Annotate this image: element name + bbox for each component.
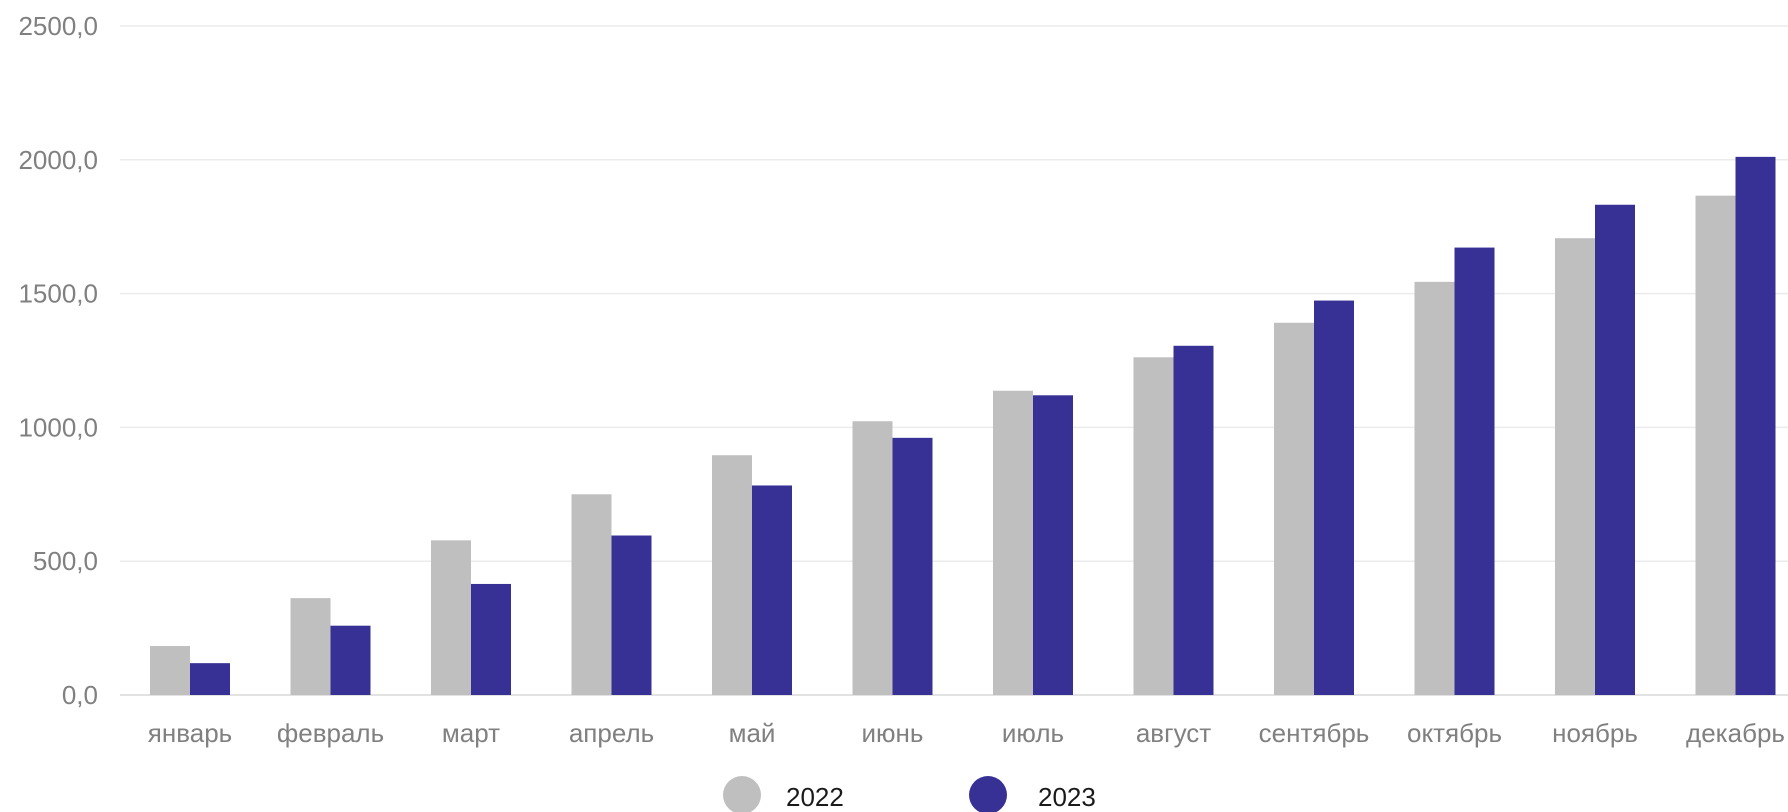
bar-2023-4	[752, 485, 792, 695]
legend-marker-2022	[723, 776, 761, 812]
y-tick-label: 2000,0	[18, 145, 98, 175]
x-tick-label: январь	[148, 718, 232, 748]
legend-marker-2023	[969, 776, 1007, 812]
x-tick-label: апрель	[569, 718, 654, 748]
bar-2023-8	[1314, 300, 1354, 695]
bar-2023-3	[611, 535, 652, 695]
bar-2023-5	[892, 437, 933, 695]
bar-2023-10	[1595, 204, 1635, 695]
legend-label-2022: 2022	[786, 782, 844, 812]
y-tick-label: 0,0	[62, 680, 98, 710]
bar-2022-7	[1133, 357, 1174, 695]
x-tick-label: октябрь	[1407, 718, 1502, 748]
bar-2023-9	[1454, 247, 1495, 695]
x-tick-label: сентябрь	[1259, 718, 1370, 748]
y-axis-ticks: 0,0 500,0 1000,0 1500,0 2000,0 2500,0	[18, 11, 98, 710]
legend: 2022 2023	[723, 776, 1096, 812]
bar-2022-5	[852, 421, 893, 695]
gridlines	[120, 25, 1788, 696]
x-tick-label: август	[1136, 718, 1211, 748]
y-tick-label: 1000,0	[18, 412, 98, 442]
bar-2023-1	[330, 625, 371, 695]
bar-2022-2	[431, 540, 471, 695]
bar-2023-6	[1033, 395, 1073, 695]
bar-2022-10	[1555, 238, 1595, 696]
bar-2022-1	[290, 598, 331, 695]
x-tick-label: февраль	[277, 718, 384, 748]
bar-2023-11	[1735, 156, 1776, 696]
bar-2022-11	[1695, 195, 1736, 696]
y-tick-label: 1500,0	[18, 279, 98, 309]
x-tick-label: июль	[1002, 718, 1064, 748]
bar-2022-0	[150, 646, 190, 695]
bar-2022-9	[1414, 281, 1455, 695]
x-tick-label: декабрь	[1686, 718, 1785, 748]
bar-2023-7	[1173, 345, 1214, 695]
x-tick-label: ноябрь	[1552, 718, 1638, 748]
bar-2023-0	[190, 663, 230, 695]
bar-2023-2	[471, 583, 511, 695]
bars	[150, 156, 1776, 696]
y-tick-label: 2500,0	[18, 11, 98, 41]
bar-2022-8	[1274, 322, 1314, 695]
x-tick-label: июнь	[862, 718, 924, 748]
x-tick-label: май	[729, 718, 776, 748]
legend-label-2023: 2023	[1038, 782, 1096, 812]
bar-2022-4	[712, 455, 752, 695]
bar-2022-6	[993, 390, 1033, 695]
y-tick-label: 500,0	[33, 546, 98, 576]
x-tick-label: март	[442, 718, 500, 748]
x-axis-ticks: январь февраль март апрель май июнь июль август…	[148, 718, 1785, 748]
bar-2022-3	[571, 494, 612, 695]
